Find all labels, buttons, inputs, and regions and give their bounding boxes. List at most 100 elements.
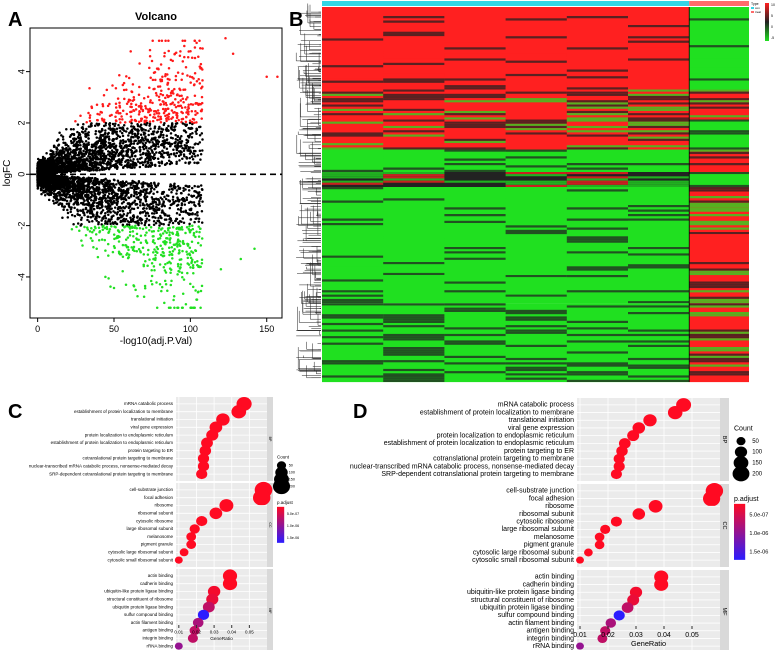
volcano-point	[119, 219, 123, 223]
volcano-point	[126, 245, 130, 249]
volcano-point	[174, 199, 178, 203]
volcano-point	[137, 135, 141, 139]
volcano-point	[121, 118, 124, 121]
volcano-point	[170, 252, 173, 256]
volcano-point	[90, 176, 94, 180]
volcano-point	[181, 217, 185, 220]
volcano-point	[180, 117, 184, 121]
volcano-point	[135, 149, 138, 152]
volcano-point	[191, 224, 194, 228]
volcano-point	[98, 207, 101, 210]
volcano-point	[134, 135, 137, 138]
volcano-point	[66, 187, 69, 191]
volcano-point	[161, 254, 165, 258]
volcano-point	[113, 221, 116, 225]
volcano-point	[142, 253, 146, 256]
volcano-point	[46, 192, 50, 196]
volcano-point	[176, 262, 180, 266]
volcano-point	[69, 189, 73, 192]
volcano-point	[125, 253, 128, 256]
volcano-point	[162, 223, 165, 226]
volcano-point	[175, 148, 179, 152]
volcano-point	[176, 230, 179, 234]
volcano-point	[113, 124, 116, 128]
volcano-point	[126, 236, 130, 239]
volcano-point	[124, 217, 128, 221]
volcano-point	[185, 115, 188, 119]
volcano-point	[103, 156, 106, 159]
volcano-point	[67, 144, 70, 148]
volcano-point	[78, 214, 82, 217]
volcano-point	[110, 159, 113, 163]
volcano-point	[153, 113, 156, 116]
volcano-point	[80, 152, 84, 155]
volcano-point	[84, 207, 88, 211]
volcano-point	[165, 126, 169, 130]
volcano-point	[90, 145, 94, 149]
volcano-point	[55, 153, 58, 157]
volcano-point	[155, 94, 158, 97]
volcano-point	[123, 183, 126, 187]
volcano-point	[140, 140, 143, 143]
volcano-point	[109, 162, 112, 165]
volcano-point	[124, 238, 128, 241]
volcano-point	[101, 165, 104, 169]
volcano-point	[157, 197, 160, 201]
volcano-point	[93, 182, 96, 185]
volcano-point	[154, 78, 157, 82]
volcano-point	[167, 112, 171, 116]
volcano-point	[169, 152, 173, 156]
volcano-point	[152, 136, 156, 140]
volcano-point	[153, 147, 156, 151]
volcano-point	[107, 131, 110, 135]
volcano-point	[114, 86, 118, 90]
volcano-point	[171, 195, 175, 199]
volcano-point	[81, 125, 84, 129]
volcano-point	[107, 277, 110, 280]
volcano-point	[187, 193, 191, 196]
volcano-point	[146, 149, 149, 153]
volcano-point	[72, 127, 75, 131]
volcano-point	[144, 164, 148, 167]
volcano-point	[94, 132, 97, 136]
volcano-point	[148, 140, 151, 144]
volcano-point	[113, 237, 116, 241]
volcano-point	[83, 225, 86, 229]
volcano-point	[130, 90, 134, 94]
volcano-point	[142, 144, 146, 148]
volcano-point	[186, 253, 189, 256]
volcano-point	[187, 146, 191, 150]
volcano-point	[117, 123, 120, 127]
volcano-point	[189, 266, 192, 269]
volcano-point	[145, 207, 148, 210]
volcano-point	[191, 264, 195, 267]
volcano-point	[198, 191, 201, 194]
volcano-point	[199, 306, 202, 309]
volcano-point	[173, 243, 177, 246]
volcano-point	[189, 282, 192, 286]
volcano-point	[82, 152, 86, 156]
volcano-point	[100, 180, 103, 184]
volcano-point	[61, 148, 64, 152]
volcano-point	[87, 111, 90, 115]
volcano-point	[158, 85, 162, 88]
volcano-point	[121, 243, 125, 247]
volcano-point	[61, 216, 64, 219]
volcano-point	[172, 129, 176, 132]
volcano-point	[165, 119, 168, 123]
volcano-point	[145, 240, 148, 244]
volcano-point	[164, 114, 167, 118]
volcano-point	[191, 285, 195, 289]
volcano-point	[79, 201, 83, 205]
volcano-point	[200, 187, 204, 191]
volcano-point	[170, 109, 174, 112]
volcano-point	[90, 168, 94, 171]
volcano-point	[180, 271, 184, 275]
volcano-point	[143, 204, 146, 207]
volcano-point	[55, 157, 59, 160]
volcano-point	[193, 39, 196, 43]
volcano-point	[156, 247, 160, 251]
volcano-point	[179, 206, 183, 210]
volcano-point	[101, 182, 104, 186]
volcano-point	[134, 203, 138, 206]
